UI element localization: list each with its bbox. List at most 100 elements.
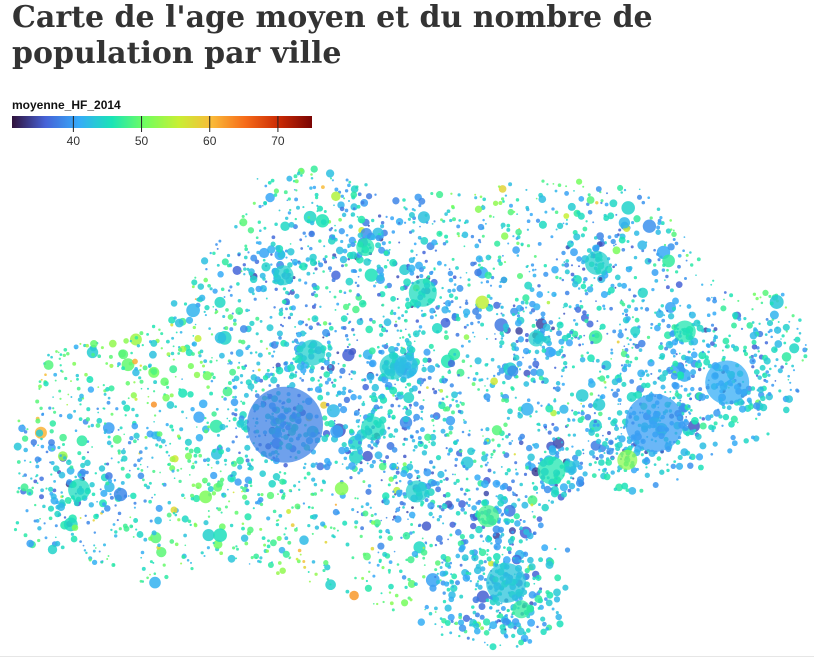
town-bubble: [321, 366, 324, 368]
town-bubble: [247, 344, 251, 349]
town-bubble: [798, 332, 802, 335]
town-bubble: [472, 331, 475, 334]
town-bubble: [477, 320, 481, 324]
suburb-bubble: [705, 414, 712, 421]
town-bubble: [156, 431, 163, 437]
town-bubble: [711, 429, 715, 433]
town-bubble: [475, 255, 483, 263]
suburb-bubble: [666, 468, 670, 473]
town-bubble: [66, 352, 70, 356]
suburb-bubble: [499, 535, 503, 539]
town-bubble: [520, 402, 534, 416]
suburb-bubble: [616, 410, 623, 416]
town-bubble: [421, 521, 432, 531]
suburb-bubble: [466, 577, 470, 581]
town-bubble: [233, 375, 240, 382]
town-bubble: [23, 459, 26, 462]
suburb-bubble: [93, 513, 99, 520]
town-bubble: [136, 467, 140, 471]
town-bubble: [282, 550, 290, 558]
town-bubble: [153, 493, 156, 496]
town-bubble: [245, 308, 249, 313]
suburb-bubble: [317, 394, 324, 401]
suburb-bubble: [628, 266, 633, 271]
town-bubble: [451, 257, 455, 261]
town-bubble: [326, 340, 331, 345]
town-bubble: [584, 289, 588, 292]
suburb-bubble: [634, 390, 643, 399]
town-bubble: [501, 197, 505, 201]
town-bubble: [481, 451, 486, 456]
suburb-bubble: [674, 392, 680, 397]
town-bubble: [638, 348, 643, 352]
town-bubble: [172, 345, 175, 348]
town-bubble: [482, 435, 484, 437]
town-bubble: [87, 425, 91, 428]
suburb-bubble: [527, 556, 534, 564]
suburb-bubble: [354, 240, 357, 244]
town-bubble: [467, 504, 471, 507]
town-bubble: [568, 305, 572, 309]
town-bubble: [102, 543, 107, 547]
town-bubble: [301, 378, 305, 382]
town-bubble: [461, 430, 465, 434]
town-bubble: [399, 329, 403, 333]
town-bubble: [521, 501, 529, 509]
town-bubble: [660, 304, 664, 308]
town-bubble: [532, 532, 536, 535]
town-bubble: [352, 207, 356, 210]
town-bubble: [323, 564, 326, 567]
town-bubble: [355, 463, 358, 466]
suburb-bubble: [507, 538, 514, 545]
town-bubble: [40, 378, 43, 381]
town-bubble: [349, 348, 357, 355]
suburb-bubble: [595, 433, 600, 438]
town-bubble: [370, 546, 375, 551]
suburb-bubble: [50, 493, 57, 500]
town-bubble: [229, 368, 237, 376]
town-bubble: [471, 382, 476, 387]
bubble-map: [13, 165, 808, 651]
town-bubble: [514, 468, 518, 471]
chart-title: Carte de l'age moyen et du nombre de pop…: [12, 0, 653, 71]
town-bubble: [307, 571, 310, 573]
town-bubble: [535, 365, 539, 369]
town-bubble: [52, 488, 57, 493]
town-bubble: [495, 312, 499, 316]
town-bubble: [421, 330, 426, 335]
town-bubble: [146, 485, 151, 490]
suburb-bubble: [275, 245, 281, 251]
town-bubble: [449, 521, 456, 528]
town-bubble: [751, 344, 758, 350]
town-bubble: [380, 220, 385, 225]
suburb-bubble: [370, 395, 378, 403]
town-bubble: [302, 466, 306, 470]
town-bubble: [467, 376, 470, 379]
town-bubble: [125, 473, 131, 479]
town-bubble: [85, 551, 88, 555]
city-bubble: [360, 416, 385, 441]
town-bubble: [458, 391, 462, 395]
town-bubble: [252, 201, 256, 205]
suburb-bubble: [350, 212, 356, 217]
town-bubble: [265, 549, 269, 553]
suburb-bubble: [444, 562, 451, 568]
town-bubble: [512, 492, 516, 497]
town-bubble: [228, 500, 231, 503]
town-bubble: [442, 599, 447, 604]
town-bubble: [616, 340, 620, 344]
town-bubble: [307, 506, 310, 509]
town-bubble: [85, 417, 91, 422]
town-bubble: [430, 471, 435, 475]
town-bubble: [477, 238, 481, 242]
suburb-bubble: [522, 310, 525, 313]
suburb-bubble: [659, 355, 665, 360]
suburb-bubble: [706, 344, 711, 348]
suburb-bubble: [432, 516, 435, 519]
town-bubble: [255, 316, 260, 321]
town-bubble: [258, 204, 262, 209]
town-bubble: [463, 334, 470, 340]
town-bubble: [525, 265, 529, 268]
town-bubble: [791, 314, 795, 318]
town-bubble: [789, 381, 792, 384]
